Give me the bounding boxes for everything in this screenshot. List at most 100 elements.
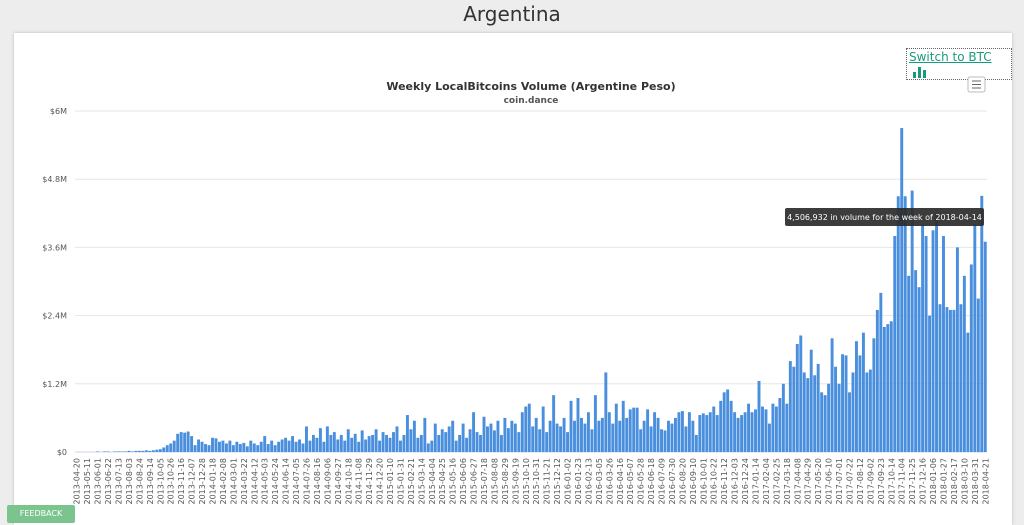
bar bbox=[130, 451, 134, 452]
bar bbox=[426, 443, 430, 452]
x-tick-label: 2017-02-04 bbox=[762, 458, 771, 505]
x-tick-label: 2014-10-18 bbox=[344, 458, 353, 505]
bar bbox=[513, 423, 517, 452]
bar bbox=[680, 411, 684, 452]
x-tick-label: 2016-09-10 bbox=[689, 458, 698, 505]
bar bbox=[270, 440, 274, 452]
bar bbox=[614, 403, 618, 452]
x-tick-label: 2017-12-16 bbox=[919, 458, 928, 505]
bar bbox=[736, 417, 740, 452]
bar bbox=[764, 409, 768, 452]
switch-label[interactable]: Switch to BTC bbox=[909, 50, 992, 64]
menu-button[interactable] bbox=[967, 76, 986, 93]
x-tick-label: 2016-10-22 bbox=[710, 458, 719, 505]
bar bbox=[872, 338, 876, 452]
x-tick-label: 2014-03-01 bbox=[229, 458, 238, 505]
x-tick-label: 2018-02-17 bbox=[950, 458, 959, 505]
bar bbox=[861, 332, 865, 452]
chart-subtitle: coin.dance bbox=[504, 96, 559, 106]
bar bbox=[868, 369, 872, 452]
bar bbox=[451, 420, 455, 452]
bar bbox=[677, 412, 681, 452]
bar bbox=[785, 403, 789, 452]
x-tick-label: 2017-01-14 bbox=[752, 458, 761, 505]
bar bbox=[385, 434, 389, 452]
bar bbox=[141, 450, 145, 452]
x-tick-label: 2018-03-10 bbox=[960, 458, 969, 505]
bar bbox=[211, 437, 214, 452]
switch-currency[interactable]: Switch to BTC bbox=[906, 48, 1012, 80]
bar bbox=[719, 400, 723, 452]
bar bbox=[277, 441, 281, 452]
bar bbox=[329, 434, 333, 452]
feedback-button[interactable]: FEEDBACK bbox=[7, 505, 75, 523]
x-tick-label: 2016-01-02 bbox=[564, 458, 573, 505]
bar bbox=[694, 434, 698, 452]
bar bbox=[120, 451, 124, 452]
bar bbox=[921, 224, 925, 452]
tooltip-text: 4,506,932 in volume for the week of 2018… bbox=[787, 213, 982, 222]
bar bbox=[486, 426, 489, 452]
x-tick-label: 2015-01-31 bbox=[396, 458, 405, 505]
bar bbox=[928, 315, 932, 452]
x-tick-label: 2017-04-29 bbox=[804, 458, 813, 505]
bar bbox=[193, 445, 197, 452]
x-tick-label: 2013-10-26 bbox=[167, 458, 176, 505]
bar bbox=[284, 437, 288, 452]
x-tick-label: 2016-07-30 bbox=[668, 458, 677, 505]
bar bbox=[144, 450, 148, 452]
bar bbox=[423, 417, 427, 452]
bar bbox=[774, 406, 778, 452]
bar bbox=[371, 434, 375, 452]
bar bbox=[287, 440, 291, 452]
bar bbox=[524, 406, 528, 452]
bar bbox=[889, 321, 893, 452]
bar bbox=[520, 412, 524, 452]
bar bbox=[600, 417, 604, 452]
bar bbox=[948, 309, 952, 452]
bar bbox=[649, 426, 653, 452]
bar bbox=[580, 417, 583, 452]
bar bbox=[245, 446, 249, 452]
bar bbox=[628, 409, 632, 452]
bar bbox=[983, 241, 987, 452]
bar bbox=[263, 436, 267, 452]
bar bbox=[813, 375, 817, 452]
x-tick-label: 2017-09-23 bbox=[877, 458, 886, 505]
x-tick-label: 2015-06-27 bbox=[470, 458, 479, 505]
bar bbox=[837, 383, 841, 452]
bar bbox=[430, 440, 434, 452]
bar bbox=[224, 443, 228, 452]
x-tick-label: 2018-03-31 bbox=[971, 458, 980, 505]
y-tick-label: $1.2M bbox=[42, 380, 67, 389]
bar bbox=[729, 400, 733, 452]
bar bbox=[499, 434, 503, 452]
x-tick-label: 2015-07-18 bbox=[480, 458, 489, 505]
bar bbox=[322, 441, 326, 452]
bar bbox=[548, 420, 552, 452]
bar bbox=[646, 409, 650, 452]
bar bbox=[113, 451, 117, 452]
bar bbox=[806, 378, 810, 452]
bar bbox=[207, 445, 211, 452]
bar bbox=[183, 432, 187, 452]
bar bbox=[747, 403, 751, 452]
bar bbox=[447, 426, 451, 452]
bar bbox=[249, 440, 253, 452]
bar bbox=[952, 309, 956, 452]
x-tick-label: 2016-11-12 bbox=[720, 458, 729, 505]
x-tick-label: 2015-12-12 bbox=[553, 458, 562, 505]
bar bbox=[155, 449, 159, 452]
x-tick-label: 2017-04-08 bbox=[793, 458, 802, 505]
y-tick-label: $0 bbox=[57, 448, 67, 457]
bar bbox=[374, 429, 378, 452]
x-tick-label: 2014-05-03 bbox=[261, 458, 270, 505]
bar bbox=[604, 372, 608, 452]
x-tick-label: 2014-09-27 bbox=[334, 458, 343, 505]
bar bbox=[754, 409, 757, 452]
x-tick-label: 2016-05-07 bbox=[626, 458, 635, 505]
bar bbox=[816, 363, 820, 452]
y-tick-label: $2.4M bbox=[42, 312, 67, 321]
bar bbox=[475, 432, 479, 452]
bar bbox=[325, 426, 329, 452]
